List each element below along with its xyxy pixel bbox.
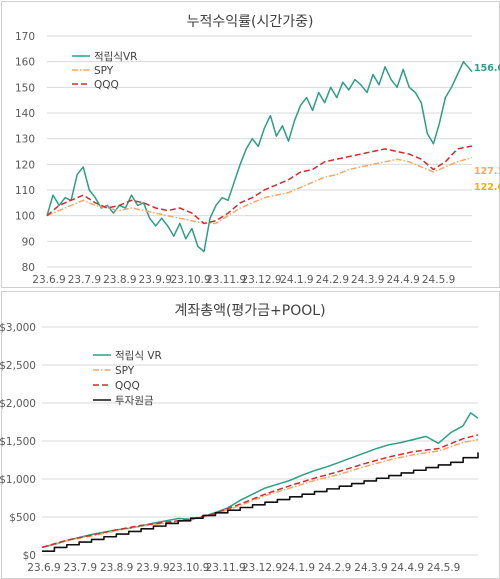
- y-tick-label: $2,500: [0, 360, 36, 372]
- y-tick-label: 150: [15, 82, 35, 94]
- chart-1-series: [46, 60, 473, 253]
- x-tick-label: 23.12.9: [242, 562, 282, 574]
- x-tick-label: 23.8.9: [100, 562, 133, 574]
- x-tick-label: 23.10.9: [171, 274, 211, 286]
- cumulative-return-chart: 80 90 100 110 120 130 140 150 160 170 23.6.9 23.7.9…: [15, 14, 500, 286]
- legend-label: SPY: [115, 365, 135, 377]
- x-tick-label: 23.9.9: [136, 562, 169, 574]
- series-line: [41, 438, 479, 549]
- series-line: [46, 60, 473, 253]
- chart-1-title: 누적수익률(시간가중): [187, 14, 314, 30]
- y-tick-label: $500: [9, 512, 36, 524]
- x-tick-label: 24.3.9: [354, 562, 387, 574]
- chart-2-series: [41, 412, 479, 552]
- x-tick-label: 23.7.9: [68, 274, 101, 286]
- account-total-chart: $0 $500 $1,000 $1,500 $2,000 $2,500 $3,000 23.6…: [0, 303, 479, 574]
- x-tick-label: 24.5.9: [427, 562, 460, 574]
- legend-label: 적립식VR: [94, 50, 137, 63]
- x-tick-label: 24.2.9: [316, 274, 349, 286]
- x-tick-label: 23.8.9: [103, 274, 136, 286]
- series-line: [41, 434, 479, 549]
- legend-label: QQQ: [115, 380, 140, 392]
- x-tick-label: 24.3.9: [351, 274, 384, 286]
- y-tick-label: 140: [15, 108, 35, 120]
- chart-1-axes: 80 90 100 110 120 130 140 150 160 170 23.6.9 23.7.9…: [15, 31, 455, 286]
- y-tick-label: $2,000: [0, 398, 36, 410]
- chart-2-gridlines: [42, 326, 478, 556]
- x-tick-label: 24.2.9: [318, 562, 351, 574]
- y-tick-label: 90: [22, 236, 35, 248]
- series-line: [42, 452, 479, 552]
- chart-1-legend: 적립식VR SPY QQQ: [72, 50, 137, 91]
- y-tick-label: 170: [15, 31, 35, 43]
- x-tick-label: 23.9.9: [139, 274, 172, 286]
- x-tick-label: 23.6.9: [27, 562, 60, 574]
- x-tick-label: 23.11.9: [206, 274, 246, 286]
- x-tick-label: 24.1.9: [280, 274, 313, 286]
- x-tick-label: 23.11.9: [206, 562, 246, 574]
- y-tick-label: 130: [15, 134, 35, 146]
- series-end-label: 122.67: [474, 182, 500, 193]
- legend-label: SPY: [94, 65, 114, 77]
- x-tick-label: 23.10.9: [169, 562, 209, 574]
- legend-label: 적립식 VR: [115, 349, 162, 362]
- y-tick-label: $0: [23, 550, 36, 562]
- chart-1-gridlines: [47, 35, 472, 268]
- series-line: [46, 156, 473, 225]
- y-tick-label: 110: [15, 185, 35, 197]
- y-tick-label: 120: [15, 159, 35, 171]
- series-end-label: 127.14: [474, 166, 500, 177]
- y-tick-label: 100: [15, 211, 35, 223]
- x-tick-label: 23.7.9: [64, 562, 97, 574]
- y-tick-label: $1,500: [0, 436, 36, 448]
- chart-2-axes: $0 $500 $1,000 $1,500 $2,000 $2,500 $3,000 23.6…: [0, 322, 460, 574]
- y-tick-label: $3,000: [0, 322, 36, 334]
- x-tick-label: 24.4.9: [386, 274, 419, 286]
- y-tick-label: 160: [15, 57, 35, 69]
- chart-2-legend: 적립식 VR SPY QQQ 투자원금: [93, 349, 162, 407]
- x-tick-label: 23.12.9: [241, 274, 281, 286]
- series-end-label: 156.09: [474, 63, 500, 74]
- y-tick-label: 80: [22, 262, 35, 274]
- series-line: [46, 145, 473, 225]
- x-tick-label: 24.4.9: [391, 562, 424, 574]
- legend-label: 투자원금: [115, 395, 154, 407]
- series-line: [41, 412, 479, 549]
- x-tick-label: 23.6.9: [32, 274, 65, 286]
- legend-label: QQQ: [94, 79, 119, 91]
- y-tick-label: $1,000: [0, 474, 36, 486]
- x-tick-label: 24.1.9: [282, 562, 315, 574]
- chart-1-end-labels: 156.09 127.14 122.67: [474, 63, 500, 193]
- x-tick-label: 24.5.9: [422, 274, 455, 286]
- chart-2-title: 계좌총액(평가금+POOL): [174, 303, 325, 319]
